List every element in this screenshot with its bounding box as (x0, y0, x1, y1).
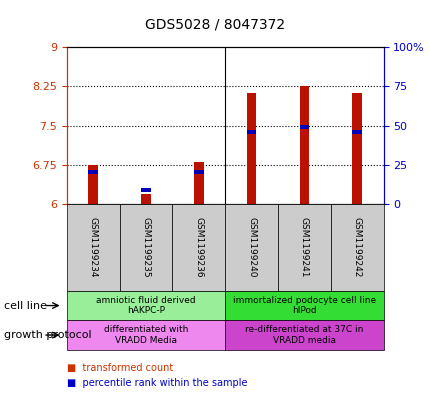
Text: GSM1199242: GSM1199242 (352, 217, 361, 278)
Bar (141, 188, 150, 191)
Bar (88, 170, 98, 174)
Bar (88, 165, 98, 204)
Text: immortalized podocyte cell line
hIPod: immortalized podocyte cell line hIPod (232, 296, 375, 315)
Bar (246, 130, 256, 134)
Text: amniotic fluid derived
hAKPC-P: amniotic fluid derived hAKPC-P (96, 296, 195, 315)
Text: GSM1199241: GSM1199241 (299, 217, 308, 278)
Text: GSM1199236: GSM1199236 (194, 217, 203, 278)
Bar (246, 93, 256, 204)
Text: differentiated with
VRADD Media: differentiated with VRADD Media (104, 325, 188, 345)
Text: ■  transformed count: ■ transformed count (67, 363, 173, 373)
Text: cell line: cell line (4, 301, 47, 310)
Text: GSM1199240: GSM1199240 (246, 217, 255, 278)
Text: GSM1199235: GSM1199235 (141, 217, 150, 278)
Text: GSM1199234: GSM1199234 (89, 217, 98, 278)
Text: GDS5028 / 8047372: GDS5028 / 8047372 (145, 18, 285, 32)
Bar (141, 194, 150, 204)
Text: ■  percentile rank within the sample: ■ percentile rank within the sample (67, 378, 247, 388)
Bar (299, 125, 308, 129)
Text: growth protocol: growth protocol (4, 330, 92, 340)
Bar (352, 93, 361, 204)
Bar (194, 170, 203, 174)
Bar (299, 86, 308, 204)
Text: re-differentiated at 37C in
VRADD media: re-differentiated at 37C in VRADD media (245, 325, 363, 345)
Bar (352, 130, 361, 134)
Bar (194, 162, 203, 204)
